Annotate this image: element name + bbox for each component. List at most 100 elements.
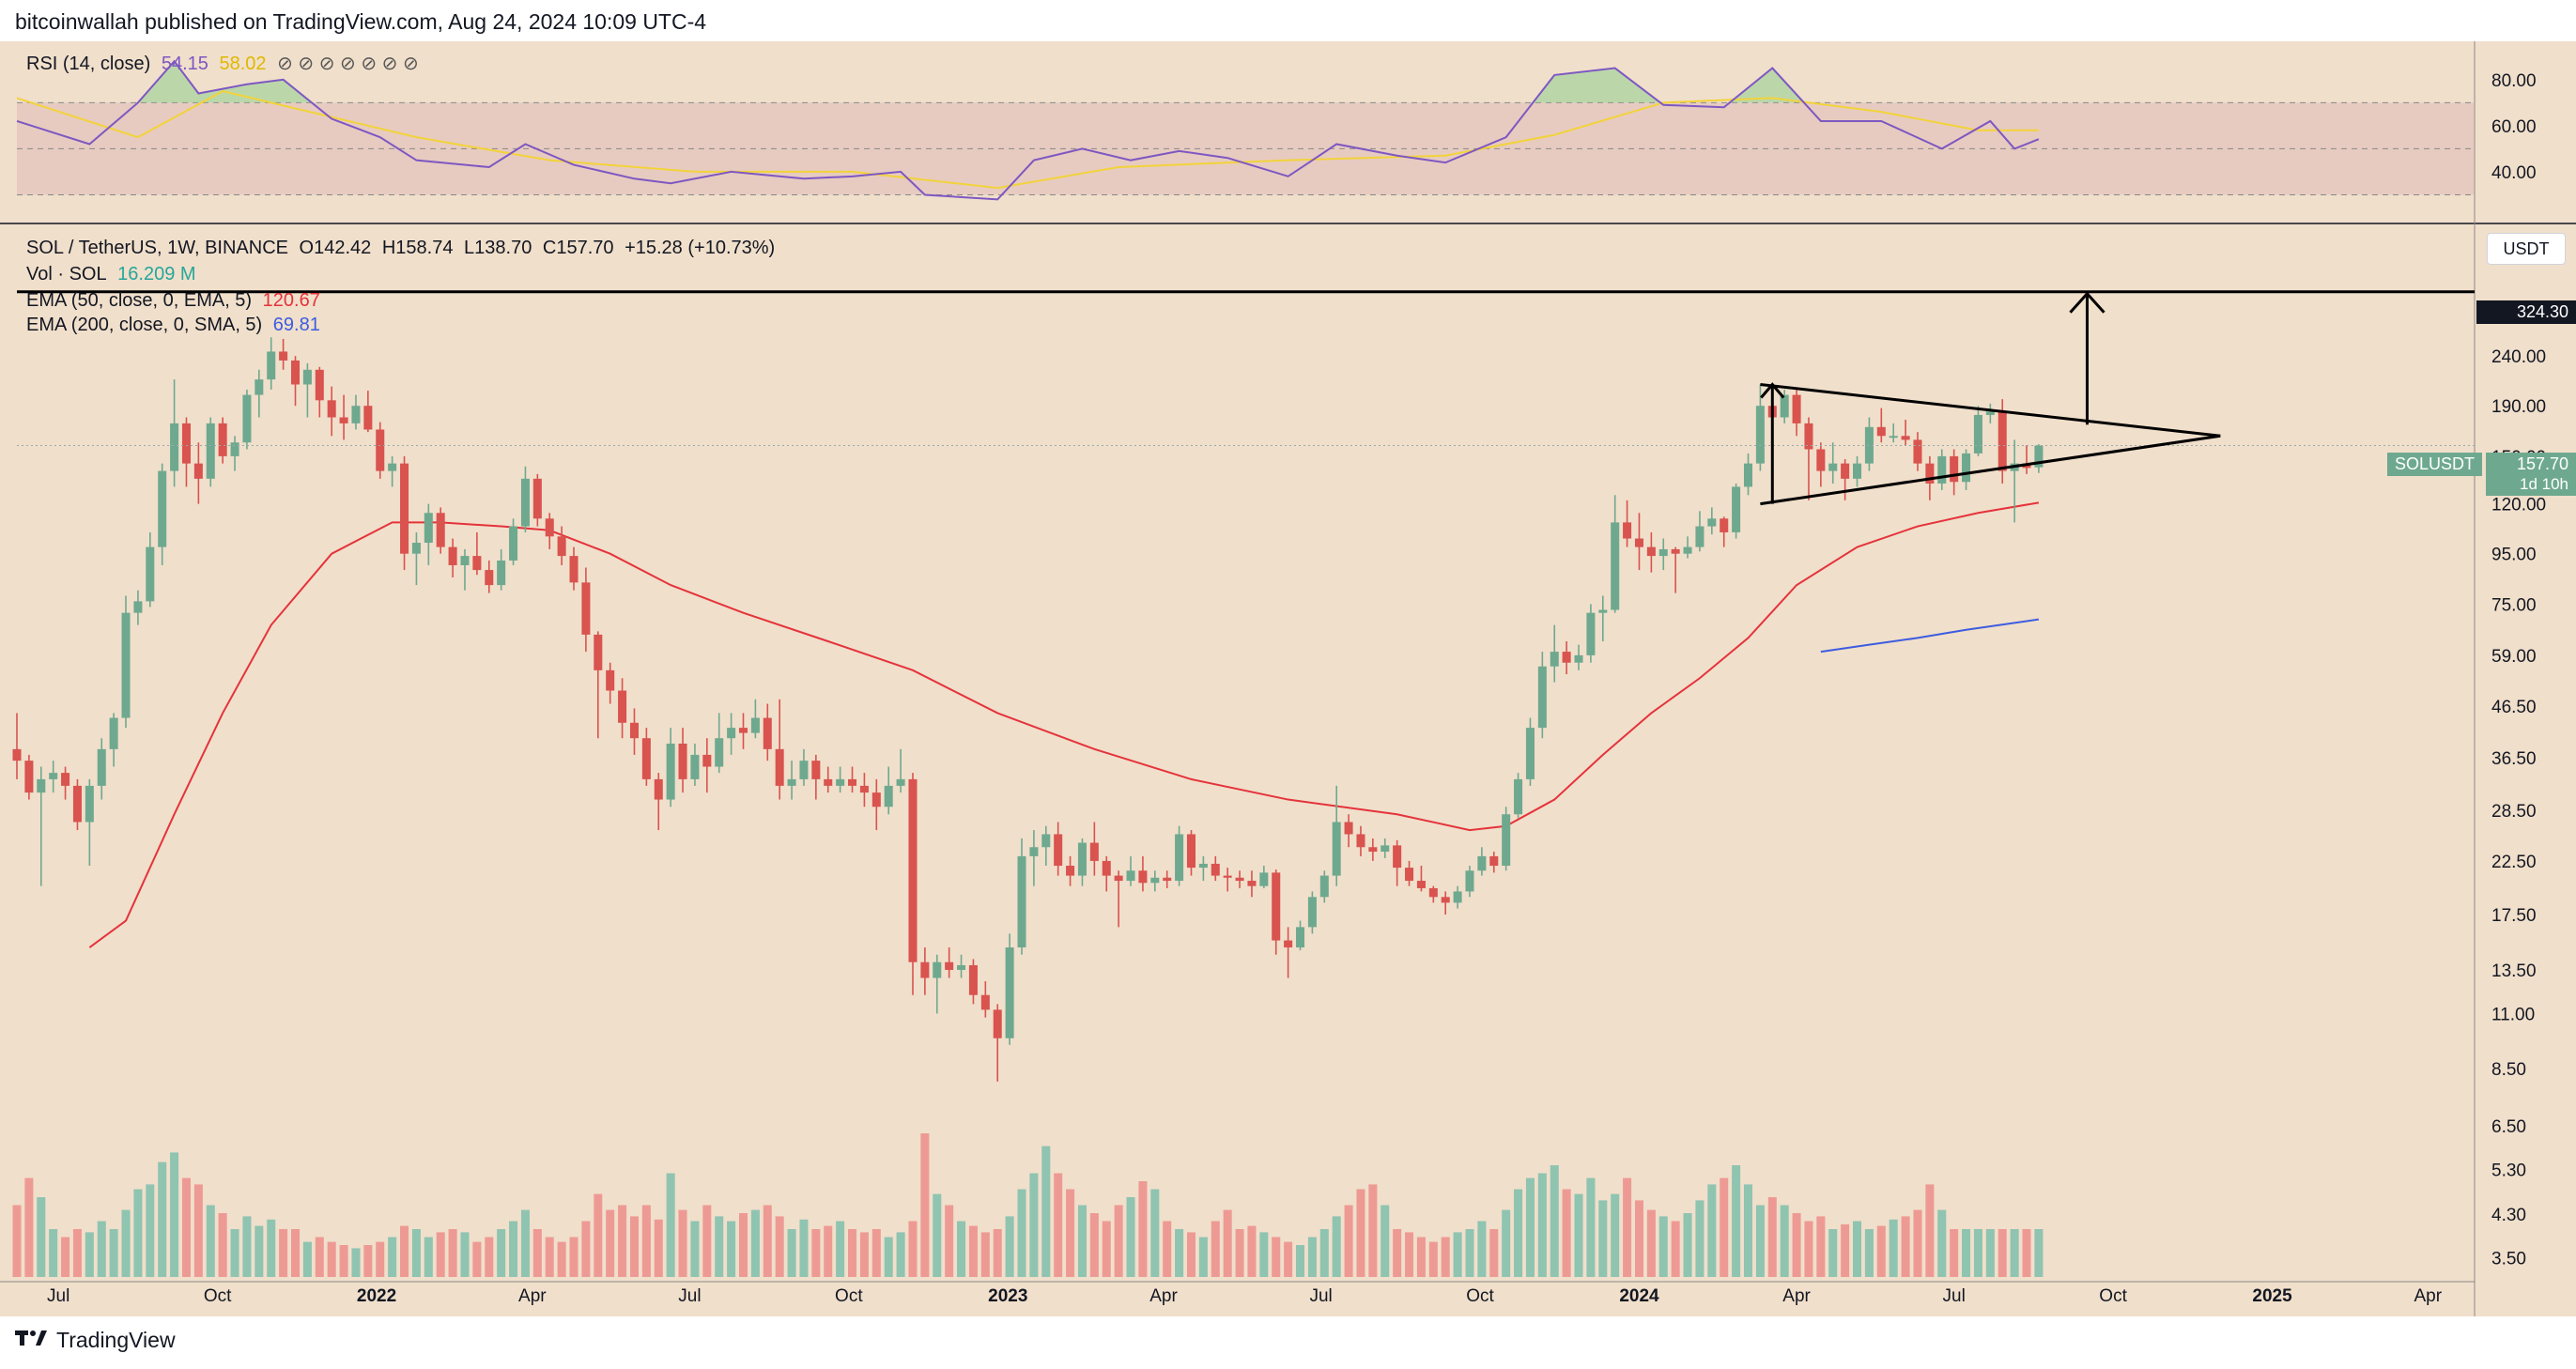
tradingview-logo[interactable]: TradingView <box>15 1328 176 1353</box>
candle-body <box>460 556 470 565</box>
candle-body <box>859 785 869 793</box>
price-axis-tick: 59.00 <box>2491 647 2537 667</box>
candle-body <box>1962 453 1971 483</box>
volume-bar <box>363 1245 373 1277</box>
volume-bar <box>1126 1197 1135 1277</box>
price-axis-tick: 22.50 <box>2491 853 2537 872</box>
candle-body <box>1876 426 1886 437</box>
volume-bar <box>49 1229 58 1277</box>
volume-bar <box>1428 1241 1438 1277</box>
candle-body <box>1489 855 1499 867</box>
time-axis-tick: Jul <box>1943 1286 1966 1306</box>
candle-body <box>206 423 215 479</box>
time-axis-tick: Oct <box>1466 1286 1494 1306</box>
volume-bar <box>993 1229 1002 1277</box>
volume-bar <box>1066 1189 1075 1277</box>
candle-body <box>1598 609 1608 613</box>
rsi-axis-tick: 80.00 <box>2491 71 2537 91</box>
candle-body <box>811 761 821 779</box>
volume-bar <box>1695 1200 1704 1277</box>
candle-body <box>376 429 385 471</box>
volume-bar <box>738 1213 748 1277</box>
volume-bar <box>618 1205 627 1277</box>
volume-bar <box>811 1229 821 1277</box>
volume-bar <box>1005 1216 1014 1277</box>
candle-body <box>1695 526 1704 547</box>
candle-body <box>1381 845 1390 853</box>
volume-bar <box>485 1237 494 1277</box>
rsi-overbought-fill <box>137 61 1804 103</box>
candle-body <box>97 748 106 786</box>
candle-body <box>302 369 312 385</box>
volume-bar <box>1889 1219 1898 1277</box>
rsi-dots: ⊘ ⊘ ⊘ ⊘ ⊘ ⊘ ⊘ <box>277 54 419 74</box>
symbol-legend: SOL / TetherUS, 1W, BINANCE O142.42 H158… <box>26 238 780 259</box>
candle-body <box>1405 868 1414 882</box>
candle-body <box>37 778 46 793</box>
ema50-legend: EMA (50, close, 0, EMA, 5) 120.67 <box>26 290 326 312</box>
volume-bar <box>327 1241 336 1277</box>
ohlc-open: O142.42 <box>299 238 372 258</box>
candle-body <box>1925 463 1935 484</box>
price-axis-tick: 75.00 <box>2491 595 2537 615</box>
ema50-value: 120.67 <box>262 290 320 311</box>
triangle-pole-arrowhead <box>1760 382 1785 399</box>
ema50-line <box>88 501 2040 948</box>
candle-body <box>1066 866 1075 876</box>
candle-body <box>1453 891 1462 903</box>
candle-body <box>133 601 143 613</box>
volume-bar <box>980 1232 990 1277</box>
time-axis-tick: Oct <box>835 1286 863 1306</box>
triangle-upper-trendline <box>1760 382 2221 438</box>
candle-body <box>581 582 591 635</box>
volume-bar <box>1368 1184 1378 1277</box>
candle-body <box>1853 463 1862 479</box>
candle-body <box>872 792 881 808</box>
volume-bar <box>520 1209 530 1277</box>
price-axis-tick: 46.50 <box>2491 698 2537 717</box>
volume-bar <box>279 1229 288 1277</box>
volume-bar <box>411 1229 421 1277</box>
candle-body <box>1077 842 1087 876</box>
volume-bar <box>1175 1229 1184 1277</box>
candle-body <box>1477 855 1487 871</box>
volume-bar <box>1296 1245 1305 1277</box>
candle-body <box>85 785 94 823</box>
volume-bar <box>1441 1237 1450 1277</box>
volume-bar <box>1732 1165 1741 1277</box>
price-axis-tick: 17.50 <box>2491 906 2537 926</box>
volume-bar <box>1259 1232 1269 1277</box>
candle-body <box>763 717 772 749</box>
candle-body <box>738 728 748 733</box>
volume-bar <box>242 1216 252 1277</box>
candle-body <box>727 728 736 739</box>
volume-bar <box>206 1205 215 1277</box>
rsi-axis-tick: 60.00 <box>2491 117 2537 137</box>
time-axis-tick: Oct <box>204 1286 232 1306</box>
candle-body <box>1332 822 1341 876</box>
candle-body <box>1743 463 1753 487</box>
candle-body <box>836 778 845 786</box>
candle-body <box>1985 411 1995 415</box>
candle-body <box>1816 449 1826 471</box>
volume-bar <box>1029 1173 1039 1277</box>
candle-body <box>1247 881 1257 886</box>
volume-bar <box>1356 1189 1365 1277</box>
candle-body <box>351 406 361 423</box>
volume-bar <box>1562 1189 1571 1277</box>
volume-bar <box>24 1177 34 1277</box>
price-chart[interactable]: 80.0060.0040.00380.00300.00240.00190.001… <box>0 0 2576 1316</box>
volume-bar <box>1114 1205 1123 1277</box>
candle-body <box>945 961 954 970</box>
volume-bar <box>1876 1225 1886 1277</box>
volume-bar <box>1611 1193 1620 1277</box>
volume-bar <box>436 1232 445 1277</box>
volume-bar <box>1405 1232 1414 1277</box>
volume-bar <box>351 1248 361 1277</box>
candle-body <box>1175 834 1184 882</box>
volume-bar <box>1235 1229 1244 1277</box>
currency-unit-button[interactable]: USDT <box>2487 233 2566 265</box>
candle-body <box>594 634 603 670</box>
volume-bar <box>702 1205 712 1277</box>
volume-bar <box>715 1216 724 1277</box>
